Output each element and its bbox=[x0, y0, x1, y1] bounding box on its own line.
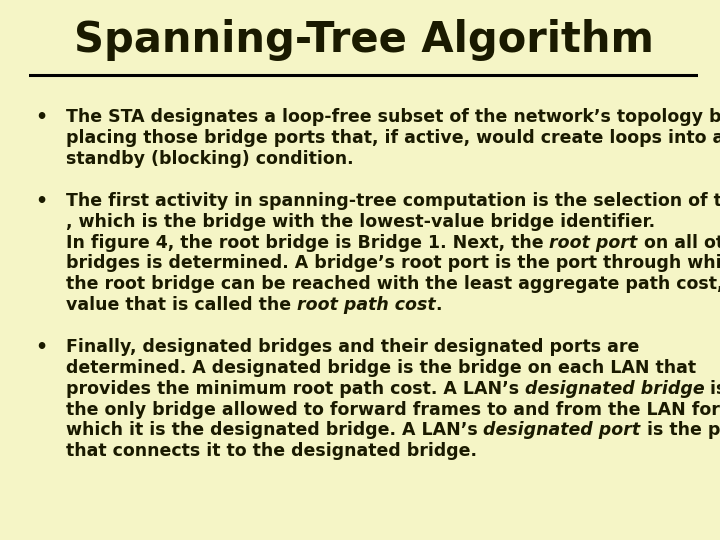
Text: •: • bbox=[35, 192, 48, 211]
Text: , which is the bridge with the lowest-value bridge identifier.: , which is the bridge with the lowest-va… bbox=[66, 213, 654, 231]
Text: .: . bbox=[436, 296, 442, 314]
Text: Finally, designated bridges and their designated ports are: Finally, designated bridges and their de… bbox=[66, 338, 639, 356]
Text: designated bridge: designated bridge bbox=[525, 380, 704, 398]
Text: designated port: designated port bbox=[483, 421, 641, 440]
Text: determined. A designated bridge is the bridge on each LAN that: determined. A designated bridge is the b… bbox=[66, 359, 696, 377]
Text: bridges is determined. A bridge’s root port is the port through which: bridges is determined. A bridge’s root p… bbox=[66, 254, 720, 272]
Text: root path cost: root path cost bbox=[297, 296, 436, 314]
Text: the root bridge can be reached with the least aggregate path cost, a: the root bridge can be reached with the … bbox=[66, 275, 720, 293]
Text: is: is bbox=[704, 380, 720, 398]
Text: is the port: is the port bbox=[641, 421, 720, 440]
Text: value that is called the: value that is called the bbox=[66, 296, 297, 314]
Text: on all other: on all other bbox=[637, 233, 720, 252]
Text: The STA designates a loop-free subset of the network’s topology by: The STA designates a loop-free subset of… bbox=[66, 108, 720, 126]
Text: the only bridge allowed to forward frames to and from the LAN for: the only bridge allowed to forward frame… bbox=[66, 401, 719, 418]
Text: which it is the designated bridge. A LAN’s: which it is the designated bridge. A LAN… bbox=[66, 421, 483, 440]
Text: •: • bbox=[35, 338, 48, 357]
Text: placing those bridge ports that, if active, would create loops into a: placing those bridge ports that, if acti… bbox=[66, 129, 720, 147]
Text: that connects it to the designated bridge.: that connects it to the designated bridg… bbox=[66, 442, 477, 460]
Text: •: • bbox=[35, 108, 48, 127]
Text: The first activity in spanning-tree computation is the selection of the: The first activity in spanning-tree comp… bbox=[66, 192, 720, 210]
Text: root port: root port bbox=[549, 233, 637, 252]
Text: Spanning-Tree Algorithm: Spanning-Tree Algorithm bbox=[73, 19, 654, 61]
Text: standby (blocking) condition.: standby (blocking) condition. bbox=[66, 150, 354, 167]
Text: In figure 4, the root bridge is Bridge 1. Next, the: In figure 4, the root bridge is Bridge 1… bbox=[66, 233, 549, 252]
Text: provides the minimum root path cost. A LAN’s: provides the minimum root path cost. A L… bbox=[66, 380, 525, 398]
